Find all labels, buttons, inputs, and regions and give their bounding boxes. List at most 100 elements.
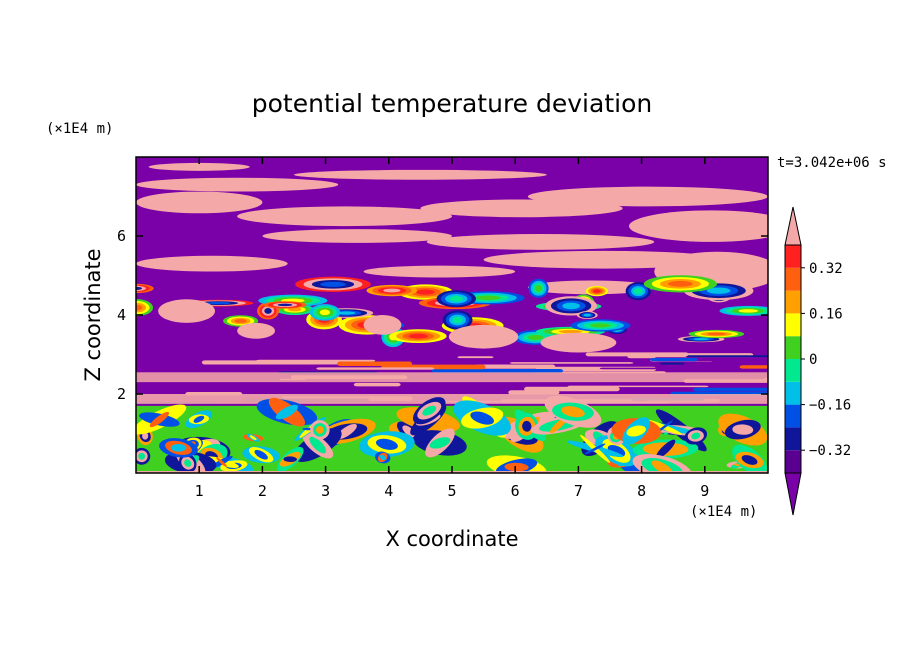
mixed-stripe (337, 361, 413, 366)
warm-streak (136, 255, 288, 272)
mid-eddy (452, 316, 463, 324)
colorbar-box (785, 404, 801, 428)
y-tick-label: 2 (117, 385, 126, 403)
warm-streak (426, 234, 655, 250)
colorbar-box (785, 245, 801, 268)
low-eddy (561, 406, 585, 418)
colorbar-box (785, 450, 801, 473)
mixed-stripe (353, 382, 401, 387)
low-eddy (275, 404, 298, 420)
low-eddy (309, 436, 326, 454)
mid-eddy (337, 311, 356, 315)
low-eddy (504, 462, 529, 472)
mixed-stripe (186, 381, 253, 387)
low-eddy (142, 432, 149, 440)
mid-eddy (738, 309, 759, 313)
x-axis-unit: (×1E4 m) (690, 504, 757, 520)
mixed-stripe (659, 362, 685, 365)
colorbar: 0.32 0.16 0 −0.16 −0.32 (784, 206, 851, 516)
low-eddy (254, 449, 268, 460)
mid-eddy (475, 295, 501, 301)
mixed-stripe (256, 359, 376, 362)
mid-eddy (383, 288, 401, 293)
low-eddy (584, 443, 606, 455)
mixed-stripe (693, 387, 768, 392)
y-axis-label: Z coordinate (81, 248, 105, 381)
low-eddy (741, 455, 758, 465)
mid-eddy (288, 307, 302, 312)
low-eddy (170, 444, 187, 452)
colorbar-over-arrow (784, 206, 802, 246)
mixed-stripe (685, 355, 768, 358)
mid-eddy (562, 302, 580, 310)
mixed-warm-layer (136, 372, 768, 383)
y-tick-label: 4 (117, 306, 126, 324)
mid-eddy (633, 288, 643, 295)
colorbar-tick-label: 0 (809, 352, 817, 368)
colorbar-under-arrow (784, 472, 802, 516)
warm-streak (136, 191, 263, 214)
x-tick-label: 6 (511, 482, 520, 500)
colorbar-tick-label: 0.32 (809, 261, 843, 277)
warm-streak (237, 206, 452, 227)
mid-eddy (706, 287, 731, 294)
colorbar-box (785, 267, 801, 291)
low-eddy (138, 452, 146, 460)
warm-blob (448, 324, 519, 349)
x-tick-label: 3 (321, 482, 330, 500)
low-eddy (732, 424, 754, 435)
x-tick-label: 4 (384, 482, 393, 500)
mid-eddy (535, 285, 542, 292)
mixed-stripe (476, 381, 600, 385)
mid-eddy (136, 304, 143, 311)
x-tick-label: 8 (637, 482, 646, 500)
low-eddy (522, 420, 532, 432)
colorbar-box (785, 359, 801, 382)
mixed-stripe (136, 355, 175, 359)
mixed-stripe (412, 350, 500, 356)
mid-eddy (667, 280, 693, 287)
mixed-stripe (316, 367, 435, 370)
low-eddy (422, 405, 437, 416)
warm-streak (527, 186, 768, 207)
mid-eddy (136, 286, 143, 290)
mixed-stripe (509, 362, 634, 364)
low-eddy (193, 415, 205, 423)
x-axis-ticks: 1 2 3 4 5 6 7 8 9 (195, 157, 709, 500)
x-tick-label: 7 (574, 482, 583, 500)
warm-blob (237, 322, 276, 339)
mid-eddy (415, 289, 435, 295)
mid-eddy (593, 289, 601, 293)
mid-eddy (264, 307, 272, 314)
mid-eddy (693, 338, 710, 341)
mixed-stripe (508, 390, 560, 395)
contour-field (136, 157, 768, 473)
colorbar-box (785, 336, 801, 359)
warm-streak (148, 162, 250, 171)
y-tick-label: 6 (117, 227, 126, 245)
x-tick-label: 1 (195, 482, 204, 500)
y-axis-ticks: 2 4 6 (117, 227, 768, 403)
mixed-stripe (457, 356, 494, 359)
low-eddy (655, 439, 676, 459)
warm-blob (363, 315, 402, 335)
low-eddy (249, 435, 257, 441)
mixed-stripe (448, 383, 485, 385)
mixed-stripe (202, 361, 349, 365)
time-label: t=3.042e+06 s (777, 155, 887, 171)
mixed-stripe (739, 365, 768, 369)
warm-blob (540, 332, 617, 353)
mid-eddy (206, 301, 231, 305)
low-eddy (216, 457, 227, 468)
mid-eddy (319, 309, 331, 316)
mid-eddy (583, 313, 591, 317)
colorbar-box (785, 290, 801, 314)
warm-blob (158, 299, 215, 323)
mixed-stripe (562, 391, 616, 394)
colorbar-box (785, 427, 801, 451)
mid-eddy (234, 319, 247, 323)
mid-eddy (528, 334, 544, 340)
colorbar-box (785, 381, 801, 405)
mixed-stripe (524, 386, 620, 392)
